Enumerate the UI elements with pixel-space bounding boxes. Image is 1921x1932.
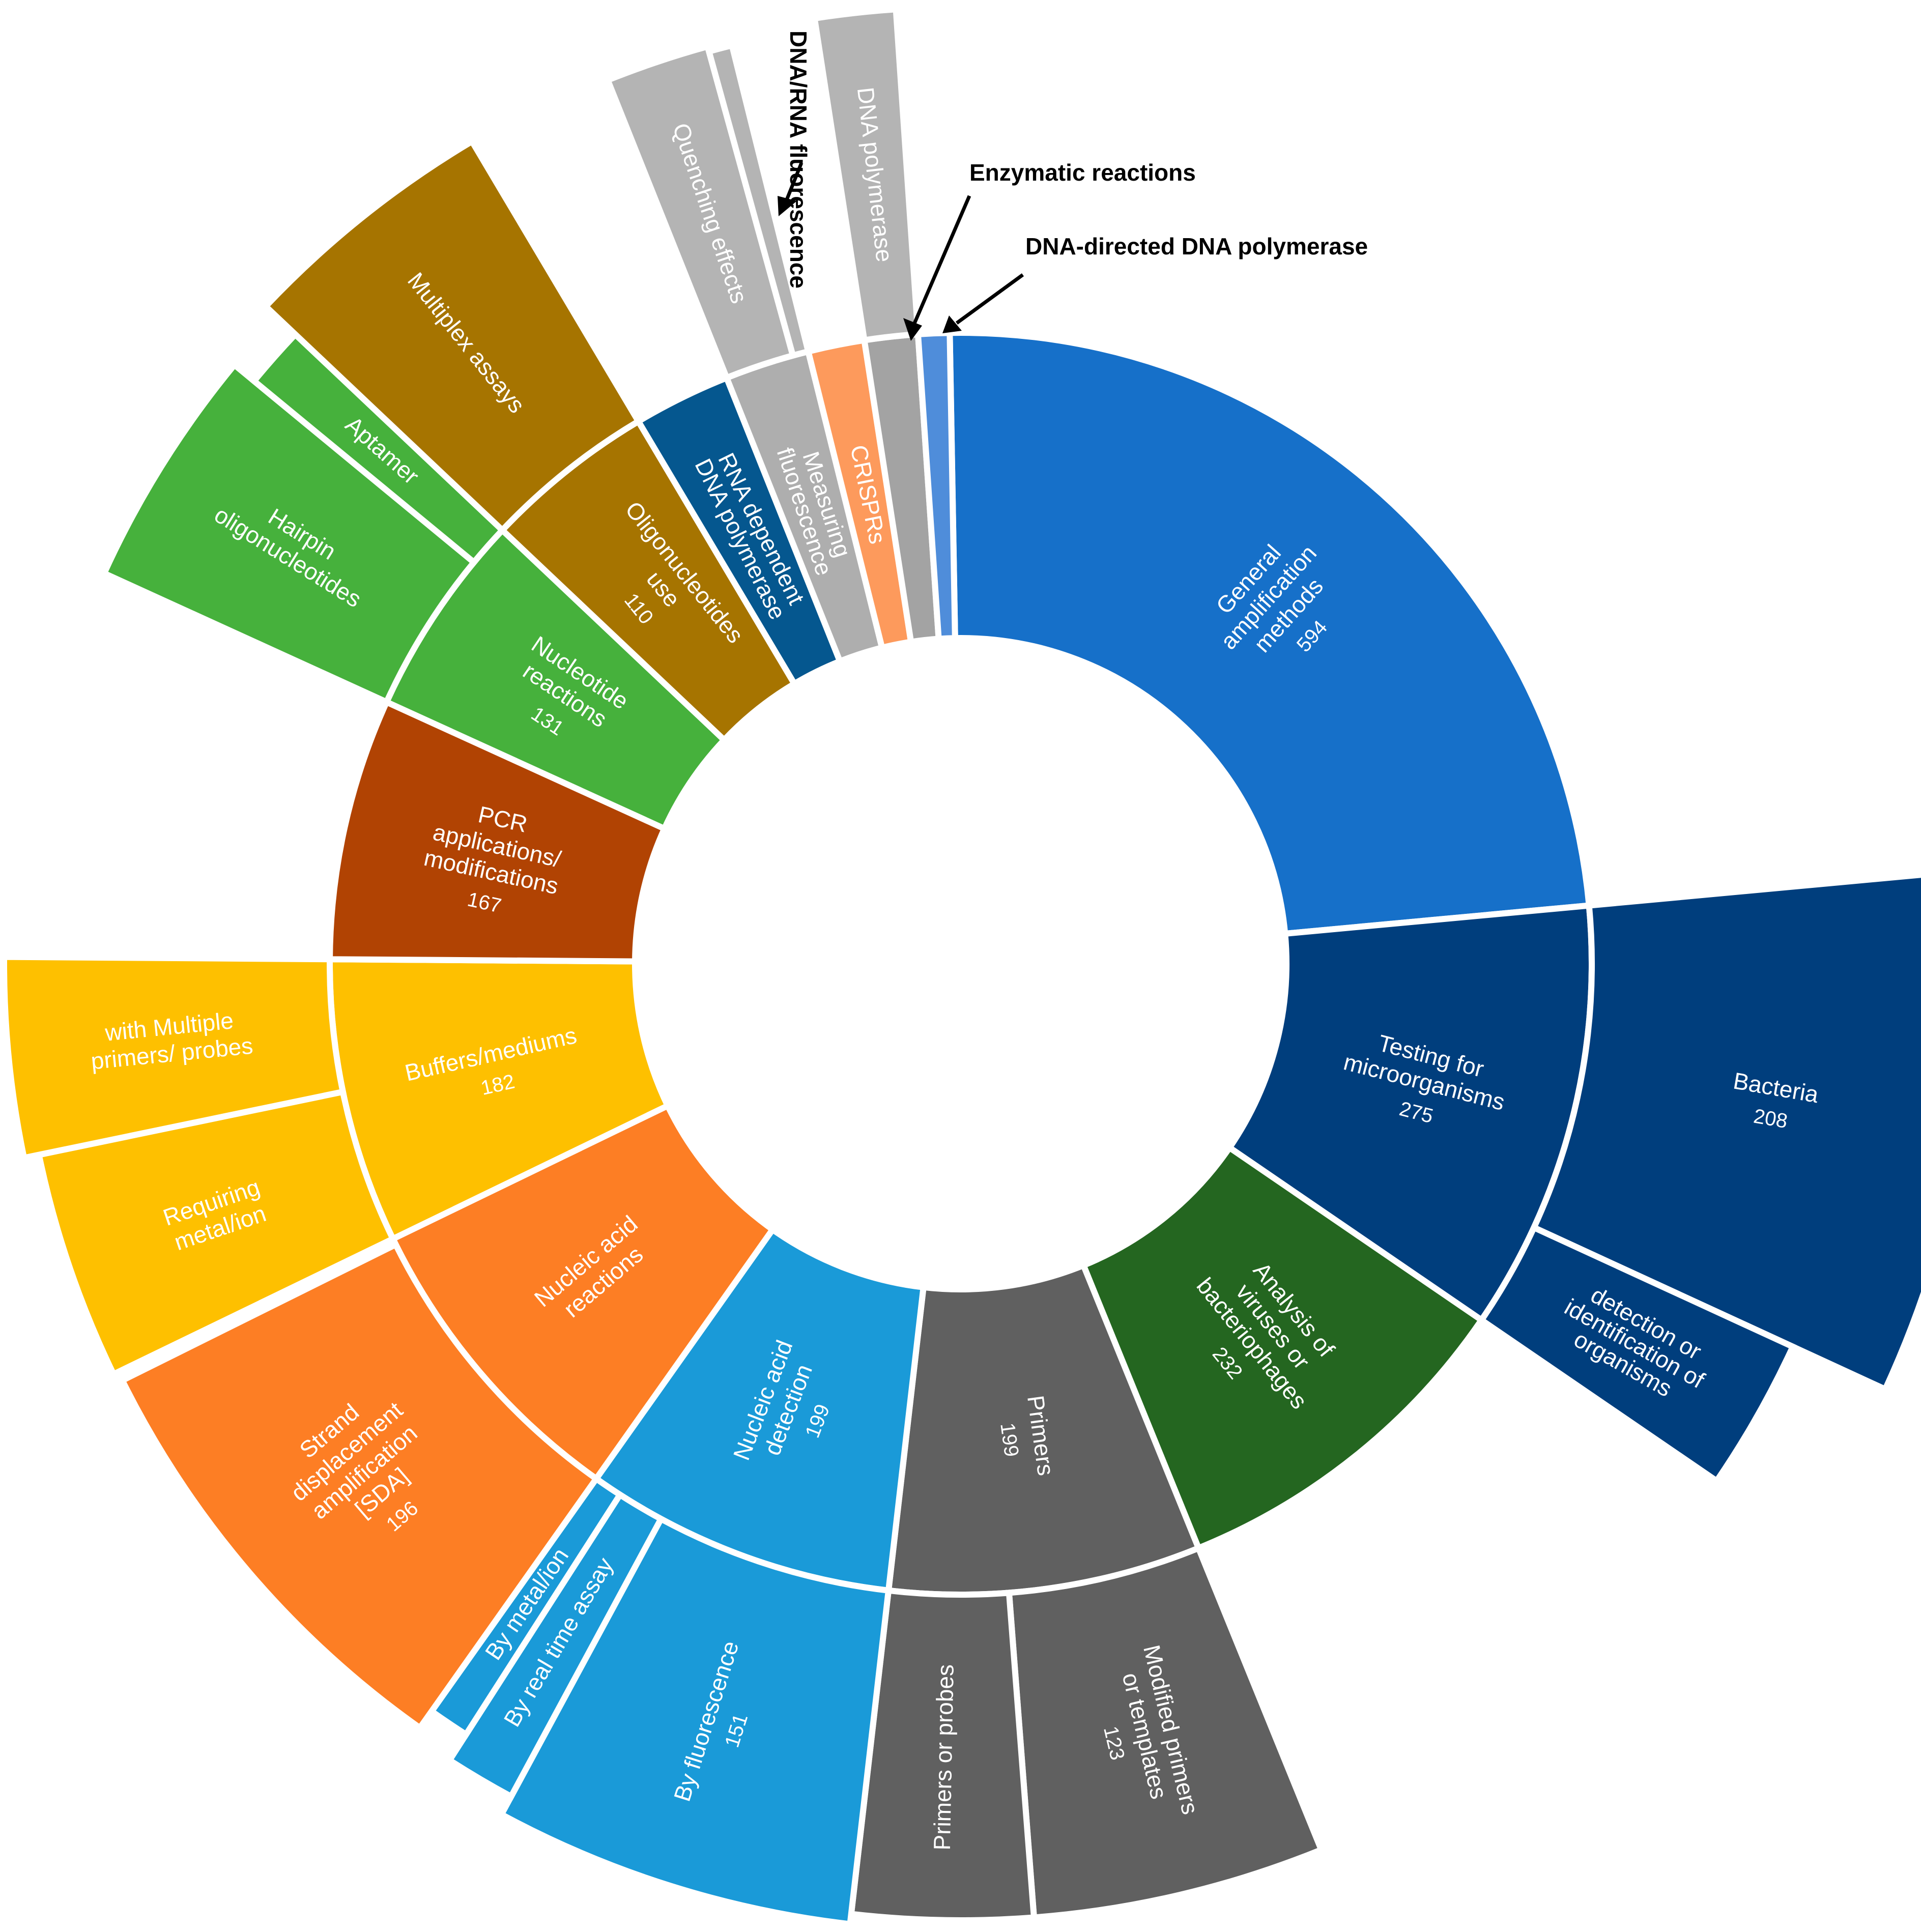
callout-enzymatic-reactions: Enzymatic reactions [969,159,1196,186]
outer-segment-primers-or-probes-label-group: Primers or probes [929,1664,959,1850]
outer-ring [1,6,1921,1928]
inner-segment-pcr-applications-modifications [326,698,669,965]
callout-arrow-dna-directed-dna-polymerase [955,273,1024,325]
outer-segment-hairpin-oligonucleotides [100,360,478,706]
inner-segment-dnadir [914,330,958,642]
inner-ring [326,330,1595,1598]
outer-segment-strand-displacement-amplification-sda [118,1240,601,1733]
callout-arrowhead-dna-directed-dna-polymerase [942,315,962,333]
inner-segment-primers-value: 199 [996,1422,1023,1458]
outer-segment-multiplex-assays [261,137,643,535]
callout-arrow-enzymatic-reactions [911,195,971,327]
outer-segment-primers-or-probes-label: Primers or probes [929,1664,959,1850]
outer-segment-with-multiple-primers-probes [1,954,347,1162]
callout-arrowhead-dna-rna-fluorescence [778,196,797,216]
inner-segment-general-amplification-methods [947,330,1593,937]
outer-segment-dna-polymerase [811,6,922,344]
outer-segment-bacteria [1530,872,1921,1394]
callouts: DNA/RNA fluorescence Enzymatic reactions… [778,31,1368,341]
callout-dna-directed-dna-polymerase: DNA-directed DNA polymerase [1025,233,1368,259]
callout-arrowhead-enzymatic-reactions [903,318,922,341]
outer-segment-by-fluorescence [497,1515,892,1928]
inner-segment-analysis-of-viruses-or-bacteriophages [1079,1143,1486,1552]
outer-segment-detection-or-identification-of-organisms [1477,1223,1797,1485]
callout-dna-rna-fluorescence: DNA/RNA fluorescence [785,31,812,289]
outer-segment-fluor-sub-14 [705,41,812,360]
callout-arrow-dna-rna-fluorescence [784,162,804,202]
